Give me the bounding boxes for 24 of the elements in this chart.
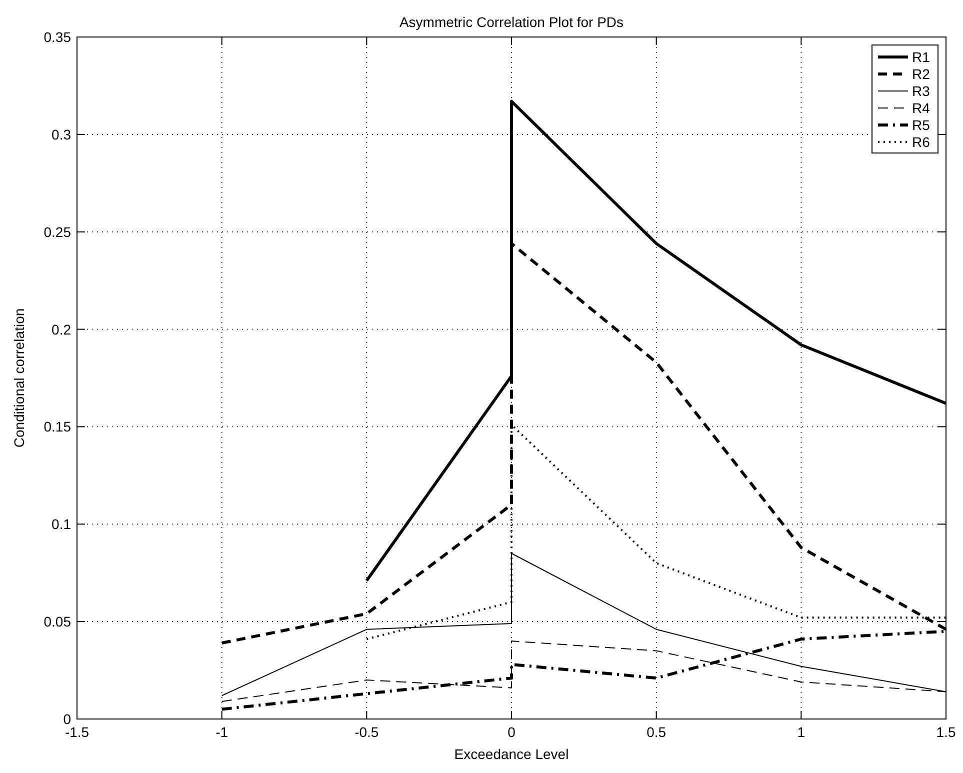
y-tick-label: 0.05 [44, 614, 72, 630]
y-tick-label: 0.25 [44, 224, 72, 240]
legend-label: R3 [912, 83, 930, 99]
y-tick-label: 0.2 [52, 321, 72, 338]
y-axis-title: Conditional correlation [11, 308, 27, 448]
y-tick-label: 0.35 [44, 29, 72, 45]
x-tick-label: -1 [216, 724, 228, 740]
y-tick-label: 0 [63, 711, 72, 727]
y-tick-label: 0.15 [44, 418, 72, 435]
x-tick-label: 0.5 [646, 724, 666, 740]
x-axis-title: Exceedance Level [454, 746, 569, 762]
legend-label: R2 [912, 66, 930, 82]
x-tick-label: -0.5 [354, 724, 379, 740]
y-tick-label: 0.1 [52, 516, 72, 532]
legend-label: R5 [912, 117, 930, 133]
x-tick-label: 0 [508, 724, 516, 740]
x-tick-label: 1.5 [936, 724, 956, 740]
x-tick-label: 1 [797, 724, 806, 740]
legend-label: R4 [912, 100, 930, 116]
legend-label: R1 [912, 49, 930, 65]
chart-title: Asymmetric Correlation Plot for PDs [399, 14, 624, 30]
x-tick-label: -1.5 [64, 724, 90, 740]
legend-label: R6 [912, 134, 930, 150]
y-tick-label: 0.3 [52, 126, 72, 142]
